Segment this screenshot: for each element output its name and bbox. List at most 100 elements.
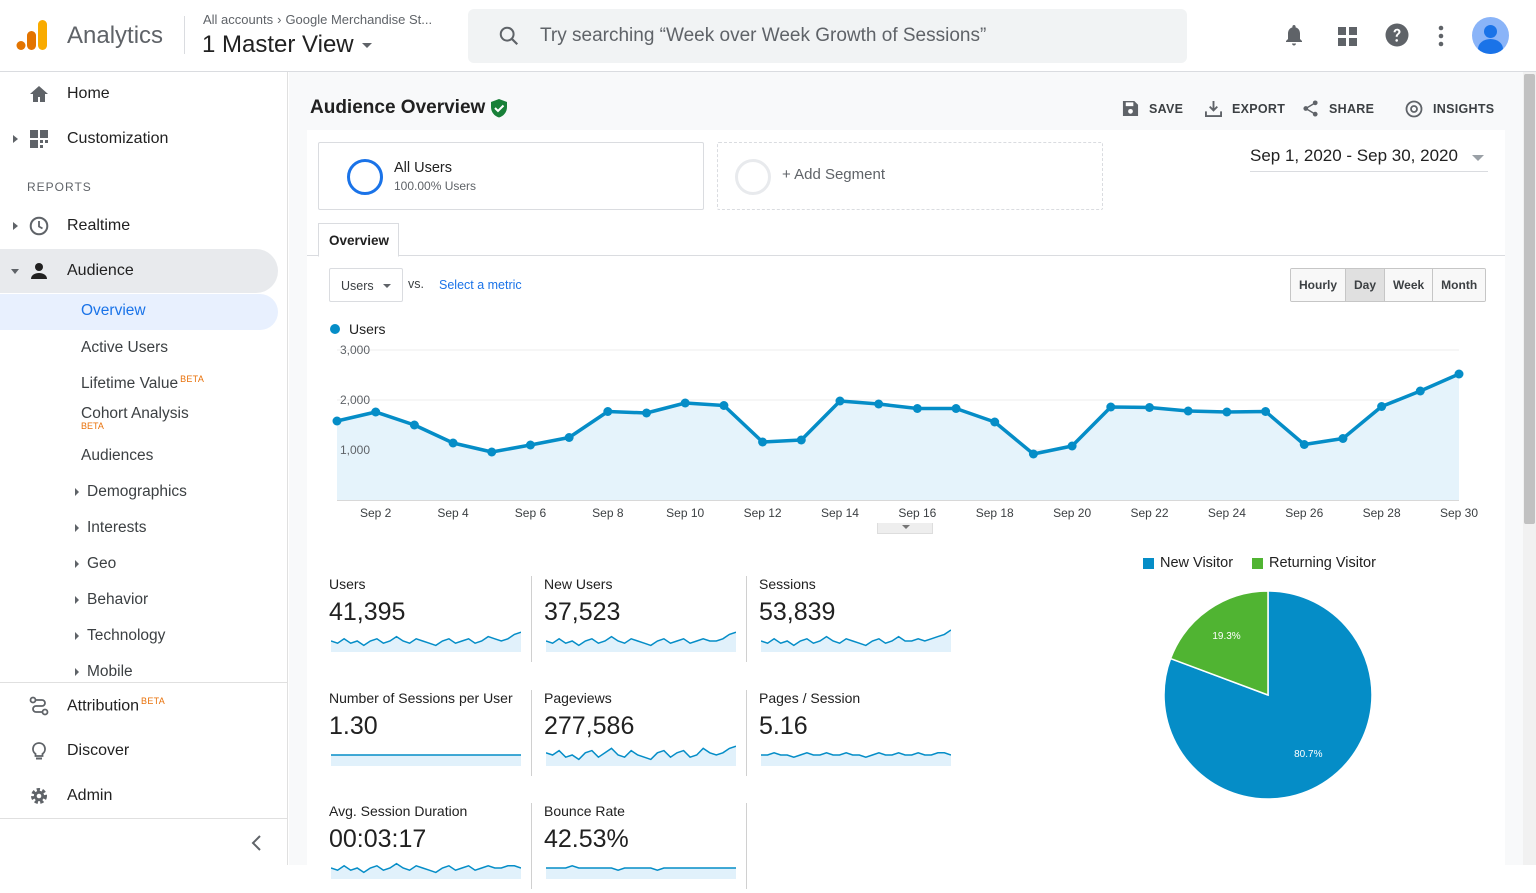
view-selector[interactable]: 1 Master View bbox=[202, 31, 372, 59]
data-point[interactable] bbox=[1261, 407, 1271, 416]
pie-slice-returning-visitor[interactable] bbox=[1169, 590, 1269, 697]
data-point[interactable] bbox=[912, 404, 922, 413]
share-button[interactable]: SHARE bbox=[1302, 100, 1374, 117]
metric-select[interactable]: Users bbox=[329, 268, 403, 302]
sidebar-item-lifetime-value[interactable]: Lifetime Value BETA bbox=[81, 374, 204, 393]
add-segment-button[interactable]: + Add Segment bbox=[717, 142, 1103, 210]
breadcrumb-accounts[interactable]: All accounts bbox=[203, 12, 274, 27]
analytics-logo-icon[interactable] bbox=[16, 18, 48, 52]
metric-card[interactable]: Bounce Rate 42.53% bbox=[544, 803, 758, 893]
more-vert-icon[interactable] bbox=[1436, 25, 1446, 47]
chart-resize-handle[interactable] bbox=[877, 523, 933, 534]
sidebar-item-interests[interactable]: Interests bbox=[75, 519, 146, 537]
bell-icon[interactable] bbox=[1283, 23, 1305, 47]
sidebar-item-discover[interactable]: Discover bbox=[0, 729, 278, 773]
lightbulb-icon bbox=[32, 742, 46, 760]
search-box[interactable] bbox=[468, 9, 1187, 63]
insights-button[interactable]: INSIGHTS bbox=[1405, 100, 1494, 118]
data-point[interactable] bbox=[409, 420, 419, 430]
sidebar-item-overview[interactable]: Overview bbox=[0, 294, 278, 330]
data-point[interactable] bbox=[1299, 440, 1309, 449]
granularity-day[interactable]: Day bbox=[1346, 269, 1386, 301]
data-point[interactable] bbox=[835, 396, 845, 406]
search-input[interactable] bbox=[540, 23, 1160, 49]
y-tick-label: 3,000 bbox=[340, 343, 370, 357]
data-point[interactable] bbox=[487, 447, 497, 457]
date-range-picker[interactable]: Sep 1, 2020 - Sep 30, 2020 bbox=[1250, 146, 1488, 172]
scrollbar-thumb[interactable] bbox=[1524, 74, 1535, 524]
data-point[interactable] bbox=[1222, 407, 1232, 417]
sidebar-item-realtime[interactable]: Realtime bbox=[0, 204, 278, 248]
expand-arrow-icon bbox=[75, 595, 79, 604]
data-point[interactable] bbox=[448, 438, 458, 448]
sidebar-item-customization[interactable]: Customization bbox=[0, 117, 278, 161]
data-point[interactable] bbox=[371, 407, 381, 417]
metric-card[interactable]: Number of Sessions per User 1.30 bbox=[329, 690, 543, 780]
data-point[interactable] bbox=[758, 437, 768, 447]
sidebar-item-cohort-analysis[interactable]: Cohort Analysis bbox=[81, 405, 189, 422]
granularity-hourly[interactable]: Hourly bbox=[1291, 269, 1347, 301]
data-point[interactable] bbox=[525, 440, 535, 450]
data-point[interactable] bbox=[680, 398, 690, 408]
sidebar-item-home[interactable]: Home bbox=[0, 72, 278, 116]
data-point[interactable] bbox=[564, 433, 574, 442]
sidebar-item-demographics[interactable]: Demographics bbox=[75, 483, 187, 501]
data-point[interactable] bbox=[874, 399, 884, 409]
chevron-left-icon[interactable] bbox=[250, 834, 264, 852]
data-point[interactable] bbox=[1106, 402, 1116, 412]
save-button[interactable]: SAVE bbox=[1122, 100, 1183, 117]
metric-label: Bounce Rate bbox=[544, 803, 625, 819]
metric-card[interactable]: Users 41,395 bbox=[329, 576, 543, 666]
segment-all-users[interactable]: All Users 100.00% Users bbox=[318, 142, 704, 210]
sidebar-item-active-users[interactable]: Active Users bbox=[81, 339, 168, 356]
apps-grid-icon[interactable] bbox=[1338, 27, 1357, 46]
tab-overview[interactable]: Overview bbox=[318, 223, 399, 257]
sidebar-item-technology[interactable]: Technology bbox=[75, 627, 165, 645]
scrollbar[interactable] bbox=[1523, 72, 1536, 865]
data-point[interactable] bbox=[951, 404, 961, 413]
data-point[interactable] bbox=[1377, 402, 1387, 411]
granularity-toggle[interactable]: Hourly Day Week Month bbox=[1290, 268, 1487, 302]
metric-card[interactable]: New Users 37,523 bbox=[544, 576, 758, 666]
data-point[interactable] bbox=[1415, 386, 1425, 396]
data-point[interactable] bbox=[332, 416, 342, 426]
legend-label-users[interactable]: Users bbox=[349, 321, 386, 337]
person-icon bbox=[31, 263, 47, 279]
metric-card[interactable]: Pages / Session 5.16 bbox=[759, 690, 973, 780]
granularity-month[interactable]: Month bbox=[1433, 269, 1486, 301]
sidebar-item-audience[interactable]: Audience bbox=[0, 249, 278, 293]
breadcrumb[interactable]: All accounts › Google Merchandise St... bbox=[203, 12, 432, 27]
data-point[interactable] bbox=[719, 401, 729, 410]
data-point[interactable] bbox=[1183, 406, 1193, 416]
expand-arrow-icon bbox=[13, 222, 18, 230]
expand-arrow-icon bbox=[75, 523, 79, 532]
data-point[interactable] bbox=[603, 407, 613, 416]
metric-card[interactable]: Pageviews 277,586 bbox=[544, 690, 758, 780]
legend-item-returning-visitor[interactable]: Returning Visitor bbox=[1252, 555, 1376, 571]
sidebar-item-attribution[interactable]: Attribution BETA bbox=[0, 684, 278, 728]
sidebar-item-geo[interactable]: Geo bbox=[75, 555, 116, 573]
sidebar-item-admin[interactable]: Admin bbox=[0, 774, 278, 818]
data-point[interactable] bbox=[796, 435, 806, 445]
metric-card[interactable]: Avg. Session Duration 00:03:17 bbox=[329, 803, 543, 893]
select-metric-link[interactable]: Select a metric bbox=[439, 278, 522, 292]
data-point[interactable] bbox=[1454, 369, 1464, 379]
sidebar-item-audiences[interactable]: Audiences bbox=[81, 447, 154, 464]
app-name: Analytics bbox=[67, 22, 164, 49]
data-point[interactable] bbox=[1028, 449, 1038, 459]
granularity-week[interactable]: Week bbox=[1385, 269, 1434, 301]
legend-item-new-visitor[interactable]: New Visitor bbox=[1143, 555, 1233, 571]
export-button[interactable]: EXPORT bbox=[1205, 100, 1285, 117]
avatar[interactable] bbox=[1472, 17, 1509, 54]
data-point[interactable] bbox=[990, 417, 1000, 427]
sidebar-item-mobile[interactable]: Mobile bbox=[75, 663, 133, 681]
sidebar-item-behavior[interactable]: Behavior bbox=[75, 591, 148, 609]
data-point[interactable] bbox=[1067, 441, 1077, 451]
data-point[interactable] bbox=[642, 408, 652, 418]
data-point[interactable] bbox=[1144, 403, 1154, 412]
metric-label: New Users bbox=[544, 576, 613, 592]
metric-card[interactable]: Sessions 53,839 bbox=[759, 576, 973, 666]
help-icon[interactable] bbox=[1385, 23, 1409, 47]
data-point[interactable] bbox=[1338, 434, 1348, 443]
breadcrumb-property[interactable]: Google Merchandise St... bbox=[285, 12, 433, 27]
